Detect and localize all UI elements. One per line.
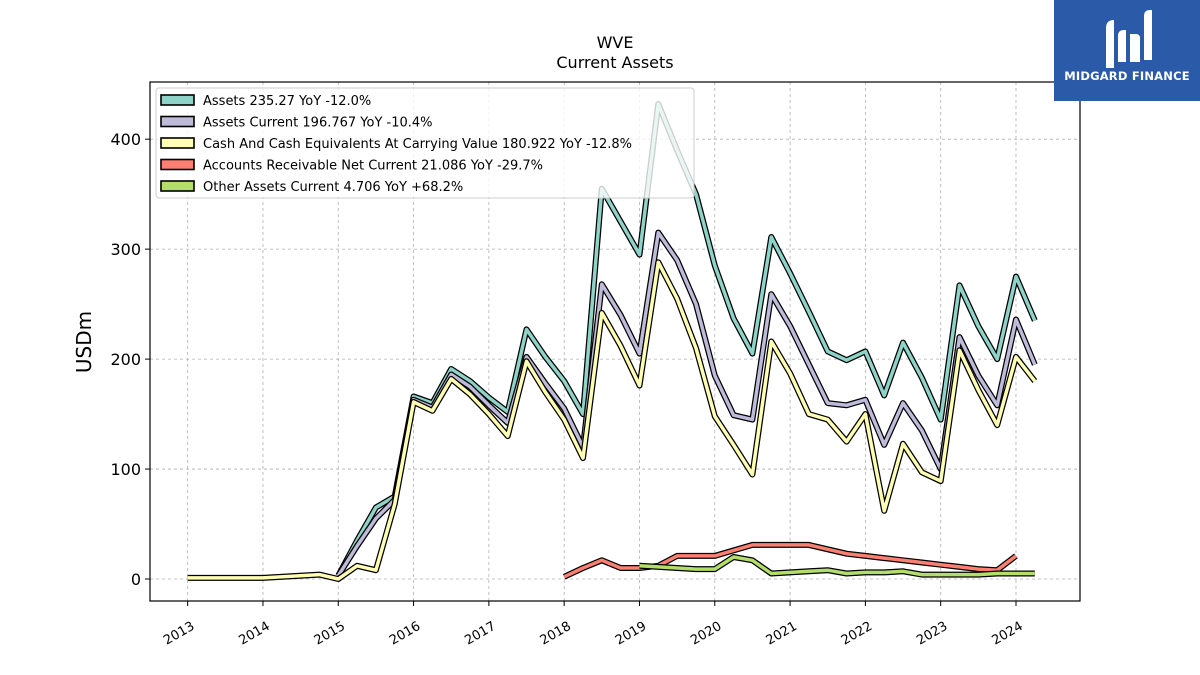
legend-entry: Accounts Receivable Net Current 21.086 Y… xyxy=(203,159,543,174)
x-tick-label: 2016 xyxy=(387,619,423,649)
legend-swatch xyxy=(160,180,195,192)
x-tick-label: 2023 xyxy=(914,619,950,649)
y-tick-label: 300 xyxy=(110,240,141,259)
y-axis: 0 100 200 300 400 xyxy=(110,130,150,589)
y-tick-label: 200 xyxy=(110,350,141,369)
series-lines xyxy=(187,101,1038,582)
brand-logo: MIDGARD FINANCE xyxy=(1054,0,1200,101)
legend-box xyxy=(155,87,695,199)
x-tick-label: 2018 xyxy=(538,619,574,649)
x-tick-label: 2017 xyxy=(462,619,498,649)
x-tick-label: 2013 xyxy=(161,619,197,649)
y-tick-label: 400 xyxy=(110,130,141,149)
legend-entry: Cash And Cash Equivalents At Carrying Va… xyxy=(203,137,632,152)
series-2 xyxy=(187,259,1038,582)
series-4 xyxy=(639,554,1035,578)
x-axis: 2013 2014 2015 2016 2017 2018 2019 2020 2021 2022… xyxy=(161,601,1026,648)
y-tick-label: 100 xyxy=(110,460,141,479)
brand-name: MIDGARD FINANCE xyxy=(1064,69,1190,83)
x-tick-label: 2020 xyxy=(688,619,724,649)
legend-swatch xyxy=(160,137,195,149)
x-tick-label: 2019 xyxy=(613,619,649,649)
logo-mark-icon xyxy=(1106,10,1152,68)
x-tick-label: 2024 xyxy=(989,619,1025,649)
series-line xyxy=(336,230,1037,577)
grid-lines xyxy=(150,82,1080,601)
series-1 xyxy=(335,229,1038,578)
x-tick-label: 2014 xyxy=(236,619,272,649)
x-tick-label: 2021 xyxy=(764,619,800,649)
chart-subtitle: Current Assets xyxy=(556,53,673,72)
series-line xyxy=(187,260,1037,581)
series-line xyxy=(639,555,1035,577)
x-tick-label: 2022 xyxy=(839,619,875,649)
legend-entry: Assets Current 196.767 YoY -10.4% xyxy=(203,116,433,131)
legend-entry: Assets 235.27 YoY -12.0% xyxy=(203,94,371,109)
y-axis-label: USDm xyxy=(72,311,96,373)
x-tick-label: 2015 xyxy=(312,619,348,649)
legend-swatch xyxy=(160,94,195,106)
chart-title: WVE xyxy=(597,33,634,52)
plot-frame xyxy=(149,81,1081,602)
y-tick-label: 0 xyxy=(131,570,141,589)
series-outline xyxy=(187,259,1038,582)
legend-swatch xyxy=(160,158,195,171)
legend: Assets 235.27 YoY -12.0% Assets Current 1… xyxy=(155,87,695,199)
legend-entry: Other Assets Current 4.706 YoY +68.2% xyxy=(203,180,463,195)
legend-swatch xyxy=(160,115,195,128)
